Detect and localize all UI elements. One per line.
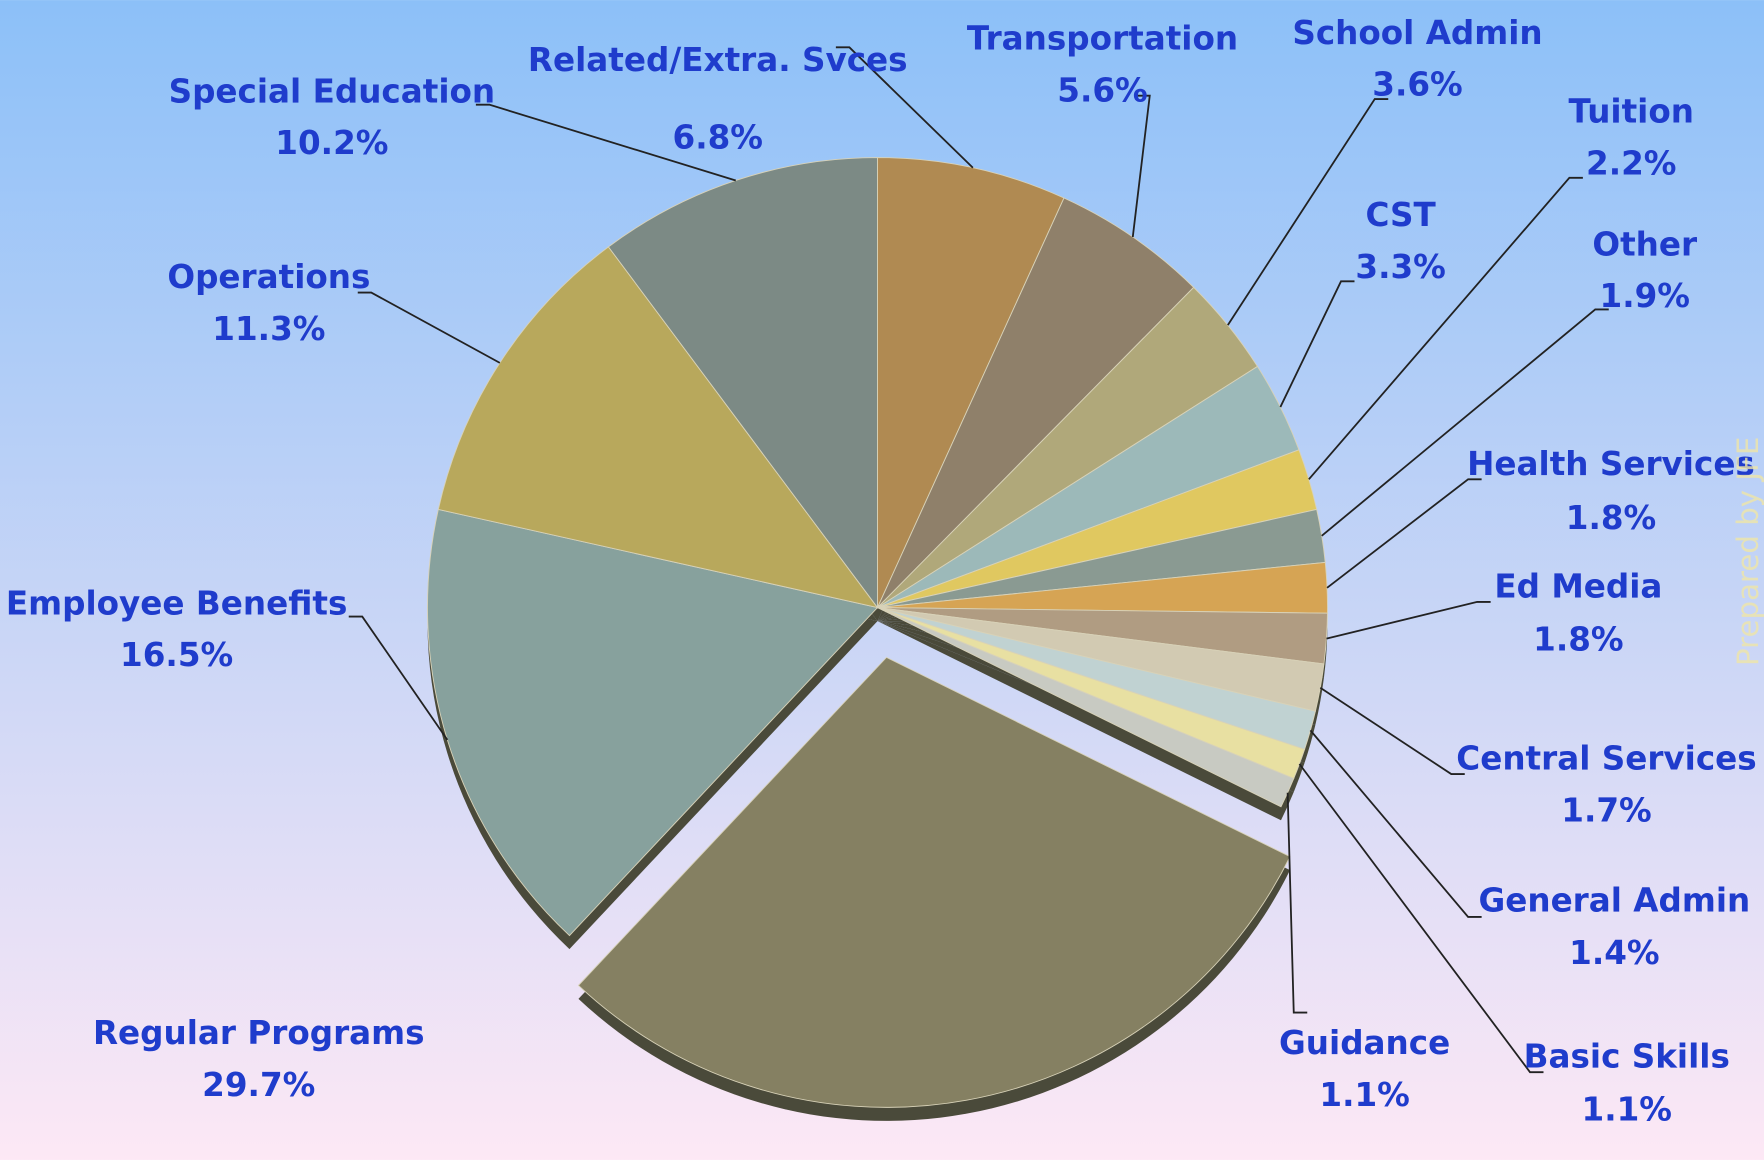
leader-line [357,291,501,364]
slice-label: Guidance [1279,1024,1450,1062]
slice-label: Regular Programs [93,1014,425,1052]
slice-value-label: 1.8% [1533,620,1623,658]
slice [607,157,878,609]
slice-value-label: 1.9% [1600,277,1690,315]
slices [427,157,1328,1108]
leader-line [1286,792,1308,1014]
leader-line [1298,763,1544,1074]
slice-label: General Admin [1478,881,1750,919]
slice-value-label: 6.8% [673,119,763,157]
slice-value-label: 11.3% [212,310,325,348]
labels: Related/Extra. Svces 6.8% Transportation 5.… [6,14,1757,1129]
slice-value-label: 1.7% [1561,791,1651,829]
slice-label: Other [1592,225,1697,263]
leader-line [1326,478,1482,589]
leader-line [1308,176,1583,480]
slice-value-label: 1.1% [1319,1076,1409,1114]
slice [877,197,1195,608]
watermark: Prepared by JFE [1731,437,1764,666]
leader-line [1326,601,1491,640]
slice-label: Central Services [1456,740,1756,778]
leader-line [1321,308,1609,537]
slice [437,246,879,609]
slice-value-label: 3.6% [1372,66,1462,104]
slice [877,607,1295,808]
slice-value-label: 10.2% [275,124,388,162]
leader-line [348,615,449,741]
slice-value-label: 3.3% [1355,248,1445,286]
leader-line [475,103,737,182]
slice-shadow [877,621,1294,821]
slice [877,157,1065,608]
slice-label: School Admin [1292,14,1542,52]
slice [577,656,1291,1108]
leader-line [1319,686,1465,775]
slice-value-label: 2.2% [1586,144,1676,182]
slice-value-label: 1.8% [1566,499,1656,537]
leader-line [1131,94,1151,238]
leader-line [1227,98,1389,326]
slice-value-label: 1.4% [1569,934,1659,972]
leader-line [1309,729,1482,918]
leader-line [835,46,974,169]
slice-label: Operations [167,258,370,296]
slice-label: Special Education [169,72,496,110]
slice-label: Ed Media [1494,567,1662,605]
slice-value-label: 29.7% [202,1066,315,1104]
slice [427,508,879,937]
slice-value-label: 5.6% [1057,71,1147,109]
slice-label: Tuition [1569,93,1694,131]
leader-line [1279,280,1355,408]
slice-label: Employee Benefits [6,584,348,622]
slice-label: CST [1365,196,1436,234]
slice-label: Health Services [1467,445,1755,483]
slice-value-label: 1.1% [1582,1091,1672,1129]
slice-label: Transportation [967,20,1238,58]
slice-label: Basic Skills [1524,1038,1730,1076]
slice-label: Related/Extra. Svces [528,41,908,79]
slice-value-label: 16.5% [120,636,233,674]
